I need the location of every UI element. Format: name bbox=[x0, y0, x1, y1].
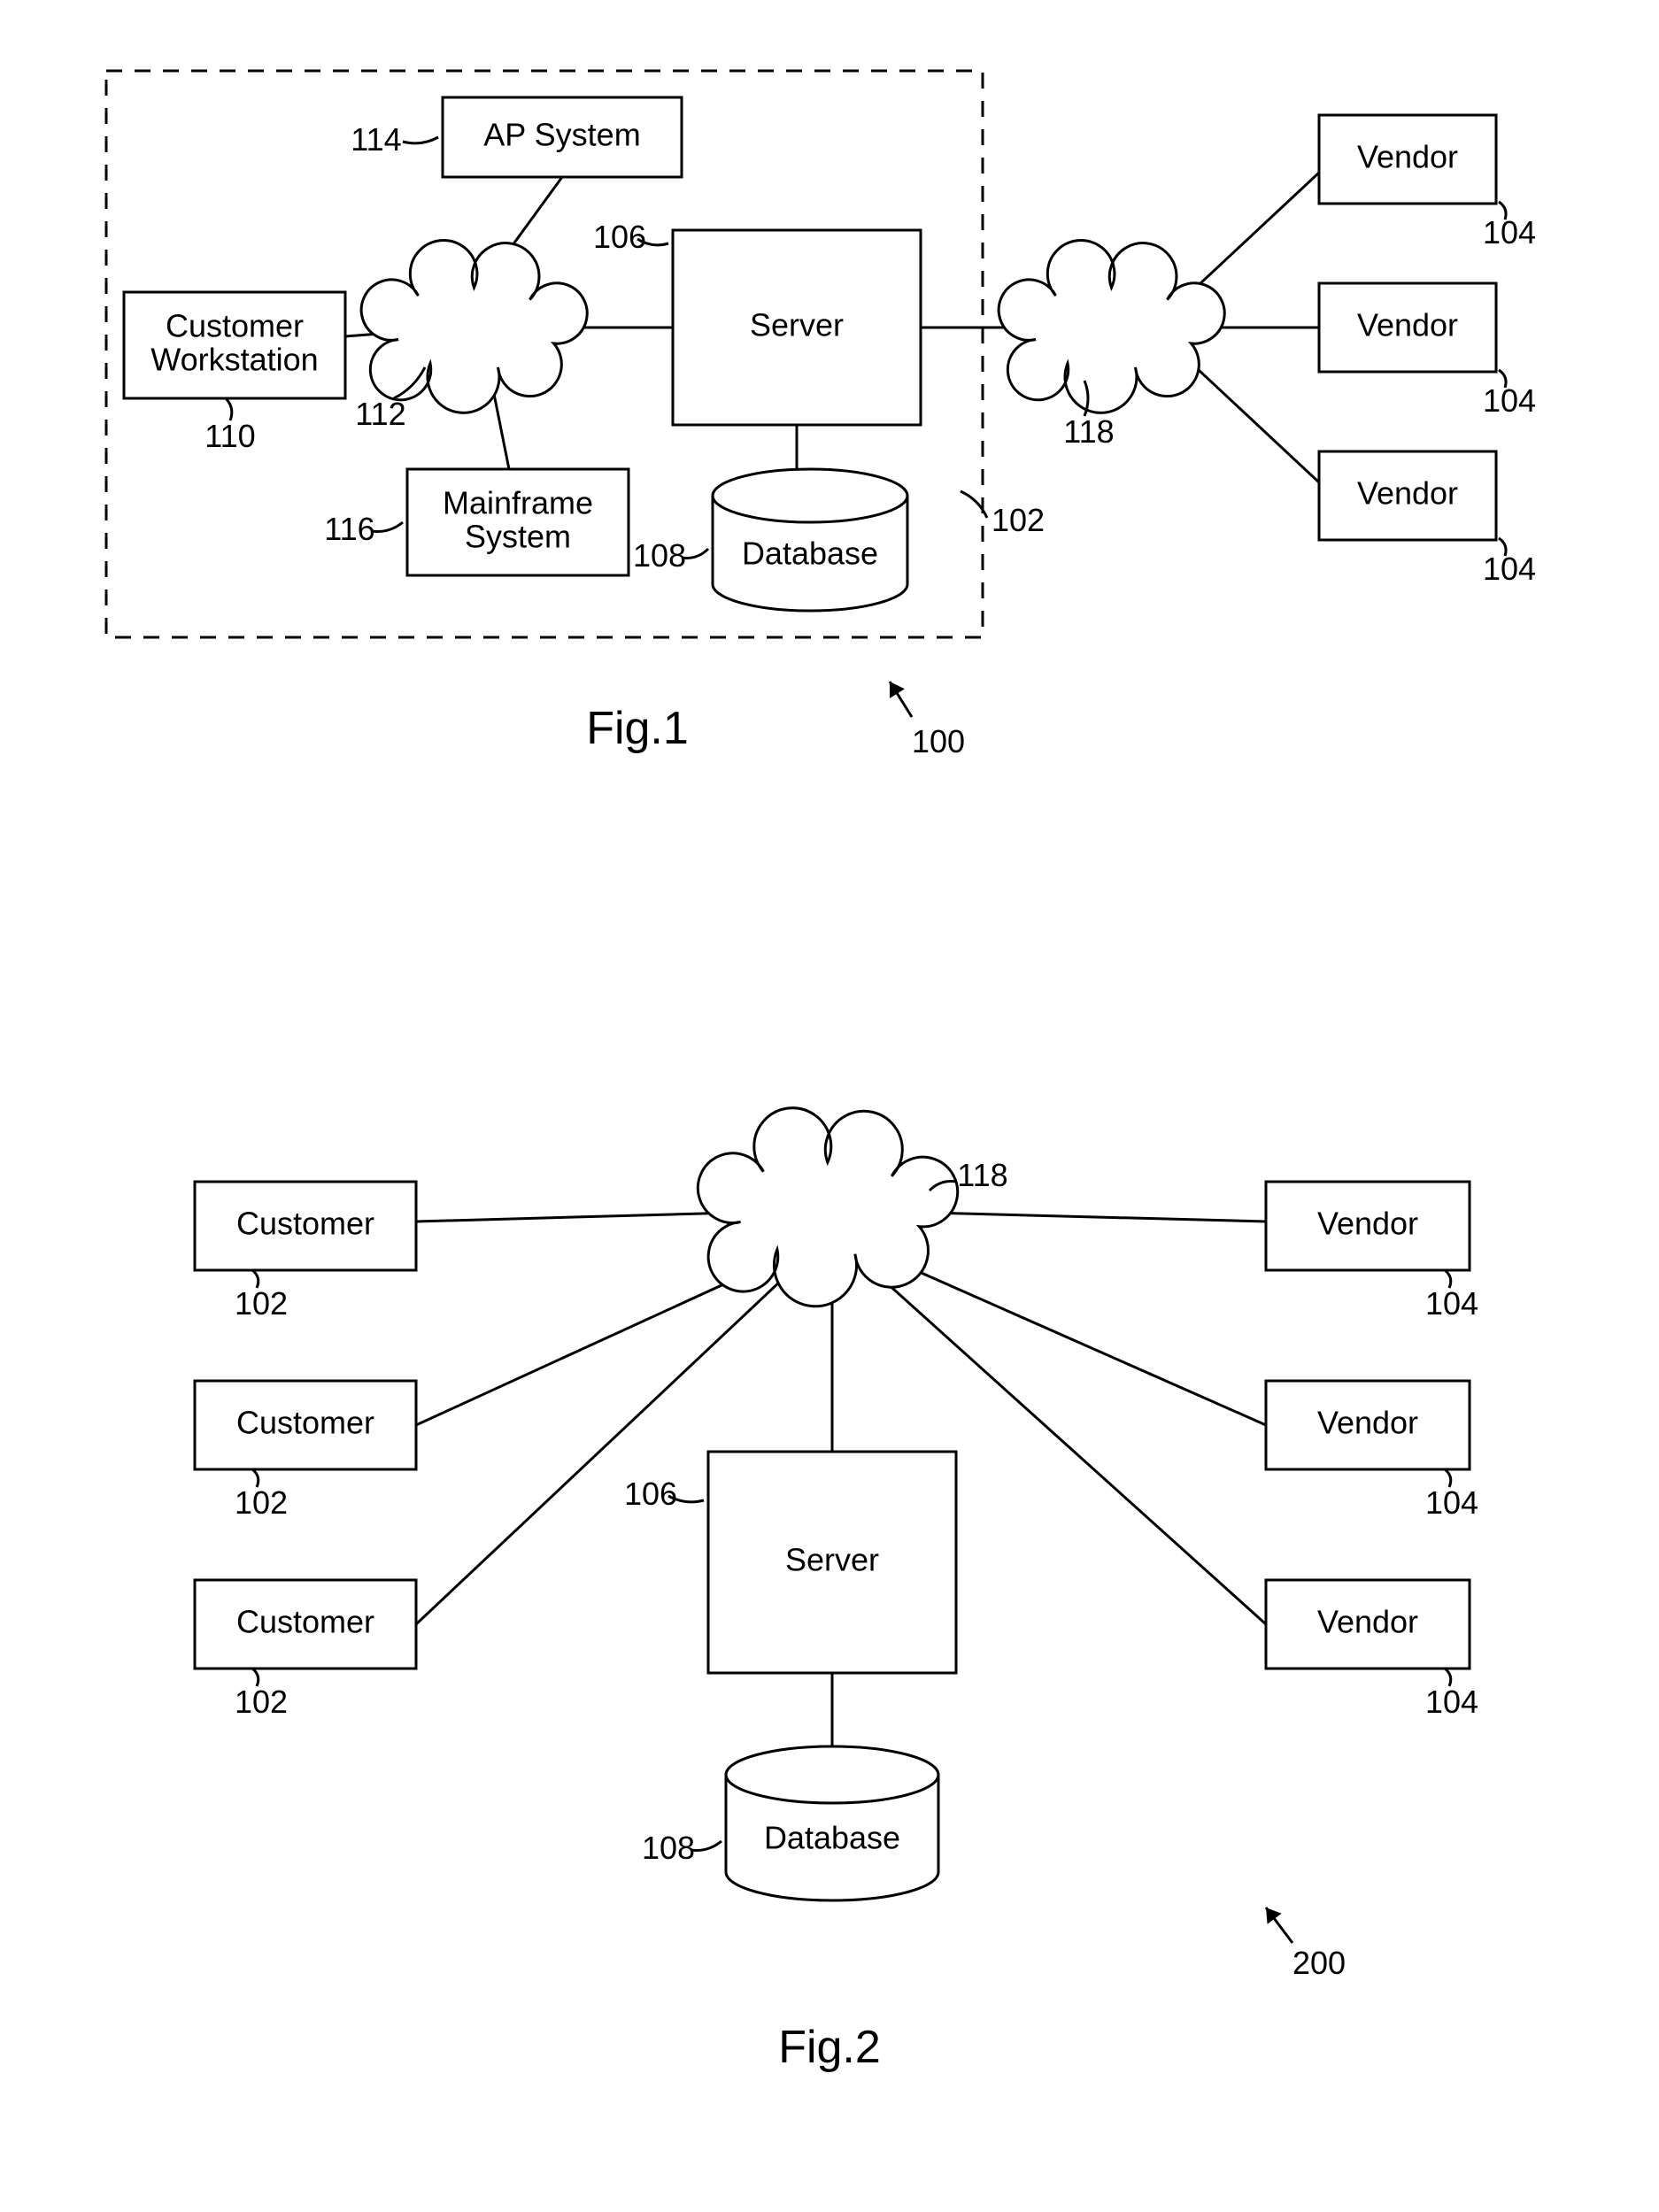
svg-text:AP System: AP System bbox=[483, 117, 640, 153]
svg-text:200: 200 bbox=[1292, 1945, 1346, 1981]
svg-text:System: System bbox=[465, 518, 571, 554]
box-node: CustomerWorkstation bbox=[124, 292, 345, 398]
box-node: Server bbox=[673, 230, 921, 425]
svg-text:100: 100 bbox=[912, 723, 965, 759]
svg-text:104: 104 bbox=[1425, 1484, 1478, 1521]
svg-text:Server: Server bbox=[785, 1542, 879, 1578]
svg-text:Vendor: Vendor bbox=[1317, 1206, 1418, 1242]
connector bbox=[930, 1213, 1266, 1222]
connector bbox=[1186, 358, 1319, 482]
svg-text:104: 104 bbox=[1483, 214, 1536, 250]
box-node: Server bbox=[708, 1452, 956, 1673]
cloud-node bbox=[361, 241, 587, 413]
svg-text:Database: Database bbox=[742, 536, 878, 572]
svg-text:108: 108 bbox=[633, 537, 686, 574]
svg-text:Customer: Customer bbox=[236, 1206, 374, 1242]
svg-text:102: 102 bbox=[235, 1285, 288, 1322]
svg-text:102: 102 bbox=[235, 1684, 288, 1720]
svg-text:108: 108 bbox=[642, 1830, 695, 1866]
svg-text:Customer: Customer bbox=[236, 1604, 374, 1640]
box-node: Vendor bbox=[1319, 115, 1496, 204]
svg-text:Fig.1: Fig.1 bbox=[586, 703, 689, 754]
database-node: Database bbox=[713, 469, 907, 611]
svg-text:Database: Database bbox=[764, 1820, 900, 1856]
svg-text:Workstation: Workstation bbox=[150, 341, 318, 377]
svg-text:104: 104 bbox=[1483, 382, 1536, 419]
svg-text:Customer: Customer bbox=[236, 1405, 374, 1441]
figure-1: AP System CustomerWorkstation MainframeSys… bbox=[106, 71, 1536, 759]
connector bbox=[416, 1213, 735, 1222]
svg-text:102: 102 bbox=[235, 1484, 288, 1521]
box-node: Vendor bbox=[1266, 1381, 1470, 1469]
svg-text:112: 112 bbox=[355, 396, 405, 432]
svg-text:116: 116 bbox=[324, 511, 374, 547]
cloud-node bbox=[698, 1108, 957, 1306]
svg-text:Server: Server bbox=[750, 307, 844, 343]
box-node: Vendor bbox=[1266, 1182, 1470, 1270]
svg-text:Vendor: Vendor bbox=[1357, 307, 1458, 343]
svg-text:Vendor: Vendor bbox=[1357, 475, 1458, 512]
svg-text:104: 104 bbox=[1483, 551, 1536, 587]
svg-text:114: 114 bbox=[351, 121, 401, 158]
svg-text:Fig.2: Fig.2 bbox=[778, 2022, 881, 2073]
ref-leader bbox=[403, 137, 438, 143]
connector bbox=[1186, 173, 1319, 297]
box-node: MainframeSystem bbox=[407, 469, 629, 575]
box-node: Customer bbox=[195, 1580, 416, 1669]
svg-text:Mainframe: Mainframe bbox=[443, 485, 593, 521]
svg-text:Vendor: Vendor bbox=[1317, 1405, 1418, 1441]
box-node: AP System bbox=[443, 97, 682, 177]
box-node: Customer bbox=[195, 1182, 416, 1270]
ref-leader bbox=[691, 1841, 721, 1850]
svg-text:118: 118 bbox=[957, 1157, 1007, 1193]
svg-text:118: 118 bbox=[1063, 413, 1114, 450]
svg-text:104: 104 bbox=[1425, 1684, 1478, 1720]
nodes: Server Database Customer Customer Customer Ve… bbox=[195, 1108, 1470, 1900]
box-node: Vendor bbox=[1319, 451, 1496, 540]
svg-text:Vendor: Vendor bbox=[1357, 139, 1458, 175]
box-node: Vendor bbox=[1266, 1580, 1470, 1669]
svg-text:106: 106 bbox=[593, 219, 646, 255]
ref-leader bbox=[372, 522, 403, 531]
figure-2: Server Database Customer Customer Customer Ve… bbox=[195, 1108, 1478, 2073]
box-node: Customer bbox=[195, 1381, 416, 1469]
cloud-node bbox=[999, 241, 1224, 413]
svg-text:102: 102 bbox=[992, 502, 1045, 538]
svg-text:110: 110 bbox=[204, 418, 255, 454]
svg-text:104: 104 bbox=[1425, 1285, 1478, 1322]
database-node: Database bbox=[726, 1746, 938, 1900]
box-node: Vendor bbox=[1319, 283, 1496, 372]
svg-text:Customer: Customer bbox=[166, 308, 304, 344]
svg-text:106: 106 bbox=[624, 1476, 677, 1512]
svg-text:Vendor: Vendor bbox=[1317, 1604, 1418, 1640]
connector bbox=[885, 1257, 1266, 1425]
